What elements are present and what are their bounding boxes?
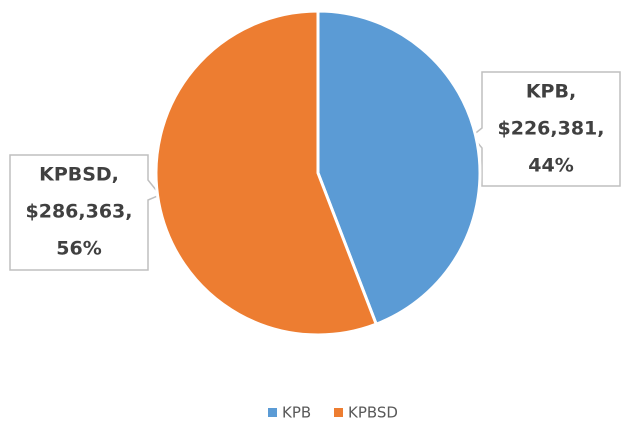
pie-slice — [154, 9, 379, 337]
pie-slice — [316, 9, 482, 327]
data-label: $226,381, — [498, 118, 605, 140]
legend-label: KPBSD — [348, 404, 398, 422]
legend-swatch — [334, 408, 343, 417]
data-label: 56% — [56, 238, 101, 260]
data-label: 44% — [528, 155, 573, 177]
callout-box — [9, 154, 162, 271]
data-label: KPB, — [526, 81, 576, 103]
legend-label: KPB — [282, 404, 311, 422]
legend-swatch — [268, 408, 277, 417]
callout-box — [470, 71, 621, 187]
data-label: KPBSD, — [39, 164, 119, 186]
data-label: $286,363, — [26, 201, 133, 223]
